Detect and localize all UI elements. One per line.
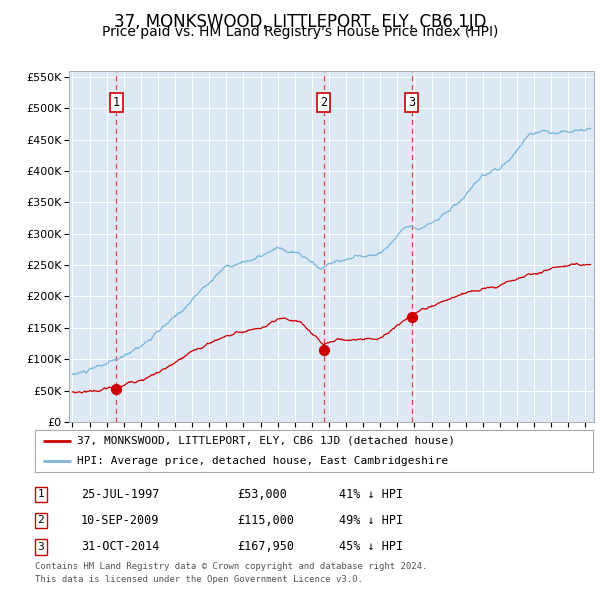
Text: 2: 2 [37, 516, 44, 525]
Text: 45% ↓ HPI: 45% ↓ HPI [339, 540, 403, 553]
Text: £53,000: £53,000 [237, 488, 287, 501]
Text: 10-SEP-2009: 10-SEP-2009 [81, 514, 160, 527]
Text: 2: 2 [320, 96, 327, 109]
Text: 41% ↓ HPI: 41% ↓ HPI [339, 488, 403, 501]
Text: Contains HM Land Registry data © Crown copyright and database right 2024.: Contains HM Land Registry data © Crown c… [35, 562, 427, 571]
Text: 37, MONKSWOOD, LITTLEPORT, ELY, CB6 1JD: 37, MONKSWOOD, LITTLEPORT, ELY, CB6 1JD [114, 13, 486, 31]
Text: £115,000: £115,000 [237, 514, 294, 527]
Text: This data is licensed under the Open Government Licence v3.0.: This data is licensed under the Open Gov… [35, 575, 362, 584]
Text: 1: 1 [113, 96, 120, 109]
Text: 1: 1 [37, 490, 44, 499]
Point [407, 312, 416, 322]
Text: 3: 3 [408, 96, 415, 109]
Point [112, 384, 121, 394]
Text: 3: 3 [37, 542, 44, 552]
Text: HPI: Average price, detached house, East Cambridgeshire: HPI: Average price, detached house, East… [77, 457, 448, 466]
Text: £167,950: £167,950 [237, 540, 294, 553]
Text: 37, MONKSWOOD, LITTLEPORT, ELY, CB6 1JD (detached house): 37, MONKSWOOD, LITTLEPORT, ELY, CB6 1JD … [77, 436, 455, 446]
Text: 31-OCT-2014: 31-OCT-2014 [81, 540, 160, 553]
Point [319, 345, 328, 355]
Text: 25-JUL-1997: 25-JUL-1997 [81, 488, 160, 501]
Text: Price paid vs. HM Land Registry's House Price Index (HPI): Price paid vs. HM Land Registry's House … [102, 25, 498, 39]
Text: 49% ↓ HPI: 49% ↓ HPI [339, 514, 403, 527]
